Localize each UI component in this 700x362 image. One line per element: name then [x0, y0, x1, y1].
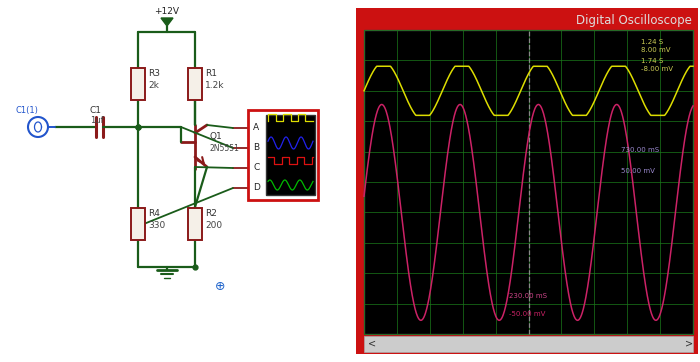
Bar — [248, 110, 318, 200]
Text: 730.00 mS: 730.00 mS — [621, 147, 659, 153]
Text: C: C — [253, 164, 259, 173]
Text: R2: R2 — [205, 209, 217, 218]
Text: A: A — [253, 123, 259, 132]
Bar — [356, 8, 698, 354]
Text: 50.00 mV: 50.00 mV — [621, 168, 655, 174]
Bar — [131, 207, 145, 240]
Text: R3: R3 — [148, 68, 160, 77]
Text: R4: R4 — [148, 209, 160, 218]
Text: ⊕: ⊕ — [215, 281, 225, 294]
Text: -50.00 mV: -50.00 mV — [509, 311, 545, 317]
Bar — [188, 67, 202, 100]
Text: Digital Oscilloscope: Digital Oscilloscope — [576, 14, 692, 27]
Text: 1uf: 1uf — [90, 116, 104, 125]
Text: 1.2k: 1.2k — [205, 81, 225, 90]
Text: Q1: Q1 — [209, 132, 222, 141]
Text: -8.00 mV: -8.00 mV — [641, 66, 673, 72]
Text: 2k: 2k — [148, 81, 159, 90]
Text: 1.24 S: 1.24 S — [641, 39, 663, 45]
Text: 230.00 mS: 230.00 mS — [509, 292, 547, 299]
Text: R1: R1 — [205, 68, 217, 77]
Text: <: < — [368, 339, 376, 349]
Bar — [131, 67, 145, 100]
Bar — [266, 115, 315, 195]
Text: 200: 200 — [205, 222, 222, 231]
Bar — [364, 30, 693, 334]
Polygon shape — [161, 18, 173, 26]
Text: 330: 330 — [148, 222, 165, 231]
Text: >: > — [685, 339, 693, 349]
Text: C1: C1 — [90, 106, 102, 115]
Text: B: B — [253, 143, 259, 152]
Text: 2N5551: 2N5551 — [209, 144, 239, 153]
Bar — [188, 207, 202, 240]
Text: 1.74 S: 1.74 S — [641, 58, 664, 64]
Text: C1(1): C1(1) — [15, 106, 38, 115]
Bar — [364, 336, 693, 352]
Text: +12V: +12V — [155, 7, 179, 16]
Text: 8.00 mV: 8.00 mV — [641, 47, 671, 53]
Text: D: D — [253, 184, 260, 193]
